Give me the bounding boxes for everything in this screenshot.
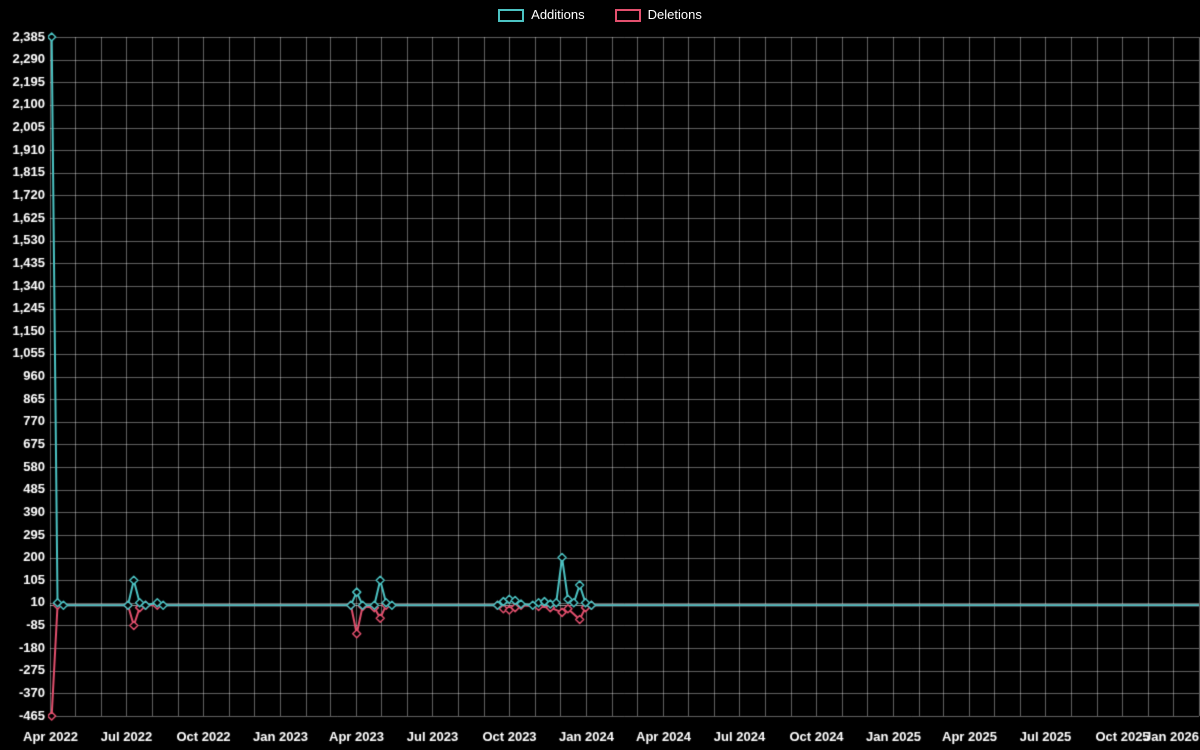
chart-legend: Additions Deletions bbox=[0, 7, 1200, 23]
additions-legend-swatch-icon bbox=[498, 8, 525, 22]
legend-item-additions[interactable]: Additions bbox=[498, 7, 585, 23]
deletions-legend-label: Deletions bbox=[647, 7, 702, 22]
additions-legend-label: Additions bbox=[531, 7, 585, 22]
legend-item-deletions[interactable]: Deletions bbox=[614, 7, 702, 23]
deletions-legend-swatch-icon bbox=[614, 8, 641, 22]
